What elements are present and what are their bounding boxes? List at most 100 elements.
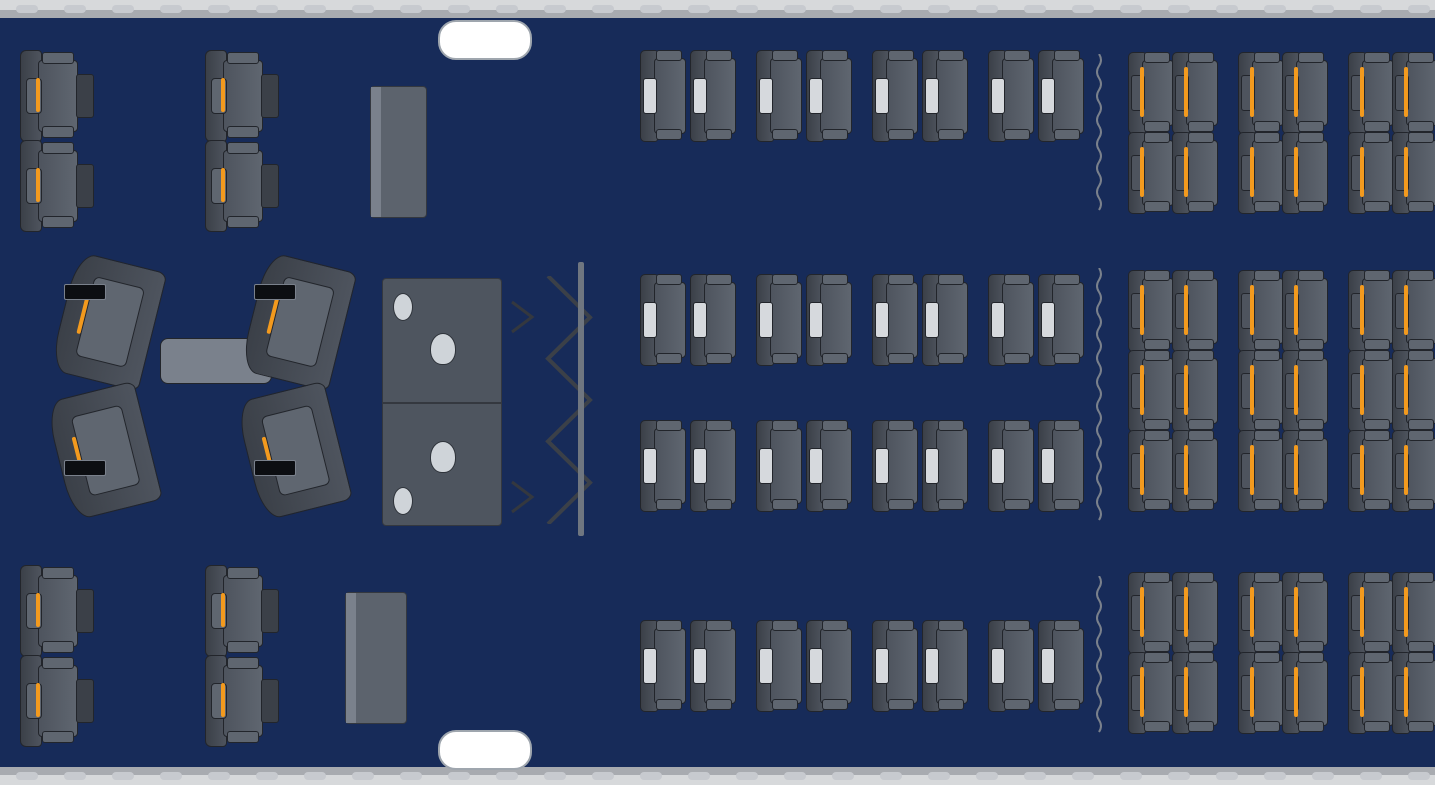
econ-seat-mid-2-1-B[interactable] (1282, 428, 1334, 512)
pe-seat-mid-1-0-B[interactable] (690, 418, 742, 512)
seat-armrest (938, 699, 964, 710)
econ-seat-top-1-1-B[interactable] (1282, 130, 1334, 214)
seat-armrest (656, 499, 682, 510)
pe-seat-top-0-0-B[interactable] (690, 48, 742, 142)
pe-seat-top-0-3-B[interactable] (1038, 48, 1090, 142)
pe-seat-mid-1-2-B[interactable] (922, 418, 974, 512)
seat-cushion (886, 628, 918, 704)
econ-seat-bot-1-1-B[interactable] (1282, 650, 1334, 734)
pe-seat-mid-1-3-B[interactable] (1038, 418, 1090, 512)
econ-seat-top-0-0-B[interactable] (1172, 50, 1224, 134)
pe-seat-mid-0-1-A[interactable] (756, 272, 808, 366)
econ-seat-mid-2-0-B[interactable] (1172, 428, 1224, 512)
seat-cushion (1406, 278, 1435, 344)
seat-armrest (1298, 652, 1324, 663)
seat-accent (1360, 67, 1364, 117)
seat-armrest (888, 129, 914, 140)
econ-seat-top-1-0-B[interactable] (1172, 130, 1224, 214)
pe-seat-bot-0-2-B[interactable] (922, 618, 974, 712)
seat-cushion (1002, 282, 1034, 358)
pe-seat-top-0-2-B[interactable] (922, 48, 974, 142)
pe-seat-mid-0-0-A[interactable] (640, 272, 692, 366)
econ-seat-mid-1-2-B[interactable] (1392, 348, 1435, 432)
biz-seat-bot-0-1[interactable] (20, 655, 90, 745)
pe-seat-bot-0-2-A[interactable] (872, 618, 924, 712)
econ-seat-top-1-2-B[interactable] (1392, 130, 1435, 214)
seat-accent (1250, 587, 1254, 637)
seat-armrest (1144, 201, 1170, 212)
seat-armrest (656, 620, 682, 631)
pe-seat-top-0-2-A[interactable] (872, 48, 924, 142)
econ-seat-mid-1-0-B[interactable] (1172, 348, 1224, 432)
econ-seat-top-0-2-B[interactable] (1392, 50, 1435, 134)
seat-armrest (1298, 721, 1324, 732)
econ-seat-mid-0-1-B[interactable] (1282, 268, 1334, 352)
pe-seat-mid-1-2-A[interactable] (872, 418, 924, 512)
seat-cushion (704, 628, 736, 704)
seat-cushion (1252, 60, 1284, 126)
seat-cushion (654, 428, 686, 504)
seat-cushion (820, 58, 852, 134)
econ-seat-bot-0-1-B[interactable] (1282, 570, 1334, 654)
seat-accent (1294, 67, 1298, 117)
pe-seat-mid-1-3-A[interactable] (988, 418, 1040, 512)
biz-seat-top-0-1[interactable] (20, 140, 90, 230)
pe-seat-bot-0-0-A[interactable] (640, 618, 692, 712)
pe-seat-mid-0-3-B[interactable] (1038, 272, 1090, 366)
pe-seat-bot-0-1-A[interactable] (756, 618, 808, 712)
pe-seat-mid-0-2-A[interactable] (872, 272, 924, 366)
seat-cushion (1362, 60, 1394, 126)
seat-accent (1294, 445, 1298, 495)
econ-seat-bot-1-2-B[interactable] (1392, 650, 1435, 734)
pe-seat-bot-0-3-B[interactable] (1038, 618, 1090, 712)
seat-armrest (42, 731, 74, 743)
seat-cushion (1362, 660, 1394, 726)
window-dot (1024, 5, 1046, 13)
pe-seat-bot-0-0-B[interactable] (690, 618, 742, 712)
econ-seat-mid-0-0-B[interactable] (1172, 268, 1224, 352)
biz-seat-top-0-0[interactable] (20, 50, 90, 140)
biz-seat-bot-1-1[interactable] (205, 655, 275, 745)
pe-seat-mid-1-0-A[interactable] (640, 418, 692, 512)
seat-armrest (706, 699, 732, 710)
econ-seat-mid-1-1-B[interactable] (1282, 348, 1334, 432)
econ-seat-bot-0-2-B[interactable] (1392, 570, 1435, 654)
biz-seat-bot-1-0[interactable] (205, 565, 275, 655)
econ-seat-top-0-1-B[interactable] (1282, 50, 1334, 134)
seat-cushion (38, 575, 78, 647)
seat-accent (1294, 667, 1298, 717)
econ-seat-bot-0-0-B[interactable] (1172, 570, 1224, 654)
seat-armrest (1364, 572, 1390, 583)
seat-armrest (1254, 270, 1280, 281)
seat-armrest (1188, 270, 1214, 281)
pe-seat-top-0-1-A[interactable] (756, 48, 808, 142)
seat-cushion (1406, 660, 1435, 726)
pe-seat-mid-0-1-B[interactable] (806, 272, 858, 366)
biz-seat-bot-0-0[interactable] (20, 565, 90, 655)
seat-headrest (875, 78, 889, 114)
pe-seat-mid-0-0-B[interactable] (690, 272, 742, 366)
seat-accent (1140, 285, 1144, 335)
econ-seat-mid-0-2-B[interactable] (1392, 268, 1435, 352)
seat-console (261, 164, 279, 208)
pe-seat-top-0-0-A[interactable] (640, 48, 692, 142)
seat-accent (1360, 667, 1364, 717)
pe-seat-mid-0-2-B[interactable] (922, 272, 974, 366)
pe-seat-mid-0-3-A[interactable] (988, 272, 1040, 366)
seat-console (261, 589, 279, 633)
econ-seat-bot-1-0-B[interactable] (1172, 650, 1224, 734)
seat-armrest (1298, 52, 1324, 63)
window-dot (1168, 5, 1190, 13)
pe-seat-bot-0-3-A[interactable] (988, 618, 1040, 712)
biz-seat-top-1-0[interactable] (205, 50, 275, 140)
pe-seat-top-0-1-B[interactable] (806, 48, 858, 142)
pe-seat-mid-1-1-B[interactable] (806, 418, 858, 512)
pe-seat-mid-1-1-A[interactable] (756, 418, 808, 512)
pe-seat-top-0-3-A[interactable] (988, 48, 1040, 142)
biz-seat-top-1-1[interactable] (205, 140, 275, 230)
econ-seat-mid-2-2-B[interactable] (1392, 428, 1435, 512)
pe-seat-bot-0-1-B[interactable] (806, 618, 858, 712)
seat-armrest (772, 50, 798, 61)
seat-cushion (820, 282, 852, 358)
window-dot (256, 772, 278, 780)
